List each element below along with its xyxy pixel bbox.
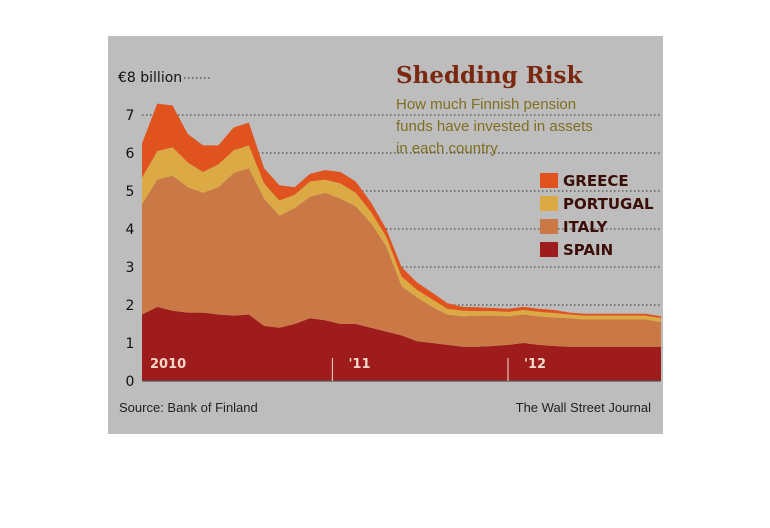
area-series-greece [142,103,661,319]
area-series-group [142,103,661,381]
stacked-area-chart: 0 1 2 3 4 5 6 7 2010 '11 '12 €8 billion Shedding … [118,62,661,415]
chart-subtitle-line-3: in each country [396,140,498,157]
chart-card: 0 1 2 3 4 5 6 7 2010 '11 '12 €8 billion Shedding … [108,36,663,434]
unit-label: €8 billion [118,70,182,86]
y-tick-label: 5 [126,184,135,200]
y-tick-label: 7 [126,108,135,124]
legend-label-spain: SPAIN [563,241,613,259]
chart-title: Shedding Risk [396,62,583,89]
legend-label-greece: GREECE [563,172,629,190]
area-series-spain [142,306,661,381]
y-tick-labels: 0 1 2 3 4 5 6 7 [126,108,135,390]
y-tick-label: 4 [126,222,135,238]
legend-swatch-spain [540,242,558,257]
legend: GREECE PORTUGAL ITALY SPAIN [540,172,654,259]
area-series-italy [142,168,661,347]
y-tick-label: 1 [126,336,135,352]
legend-label-portugal: PORTUGAL [563,195,654,213]
y-tick-label: 6 [126,146,135,162]
legend-swatch-italy [540,219,558,234]
legend-label-italy: ITALY [563,218,608,236]
source-note: Source: Bank of Finland [119,400,258,415]
chart-subtitle-line-2: funds have invested in assets [396,118,593,135]
x-tick-label: '12 [524,357,546,372]
y-tick-label: 0 [126,374,135,390]
legend-swatch-portugal [540,196,558,211]
chart-subtitle-line-1: How much Finnish pension [396,96,576,113]
legend-swatch-greece [540,173,558,188]
x-tick-labels: 2010 '11 '12 [150,357,546,381]
x-tick-label: '11 [348,357,370,372]
publisher-credit: The Wall Street Journal [516,400,651,415]
y-tick-label: 2 [126,298,135,314]
y-tick-label: 3 [126,260,135,276]
x-tick-label: 2010 [150,357,186,372]
